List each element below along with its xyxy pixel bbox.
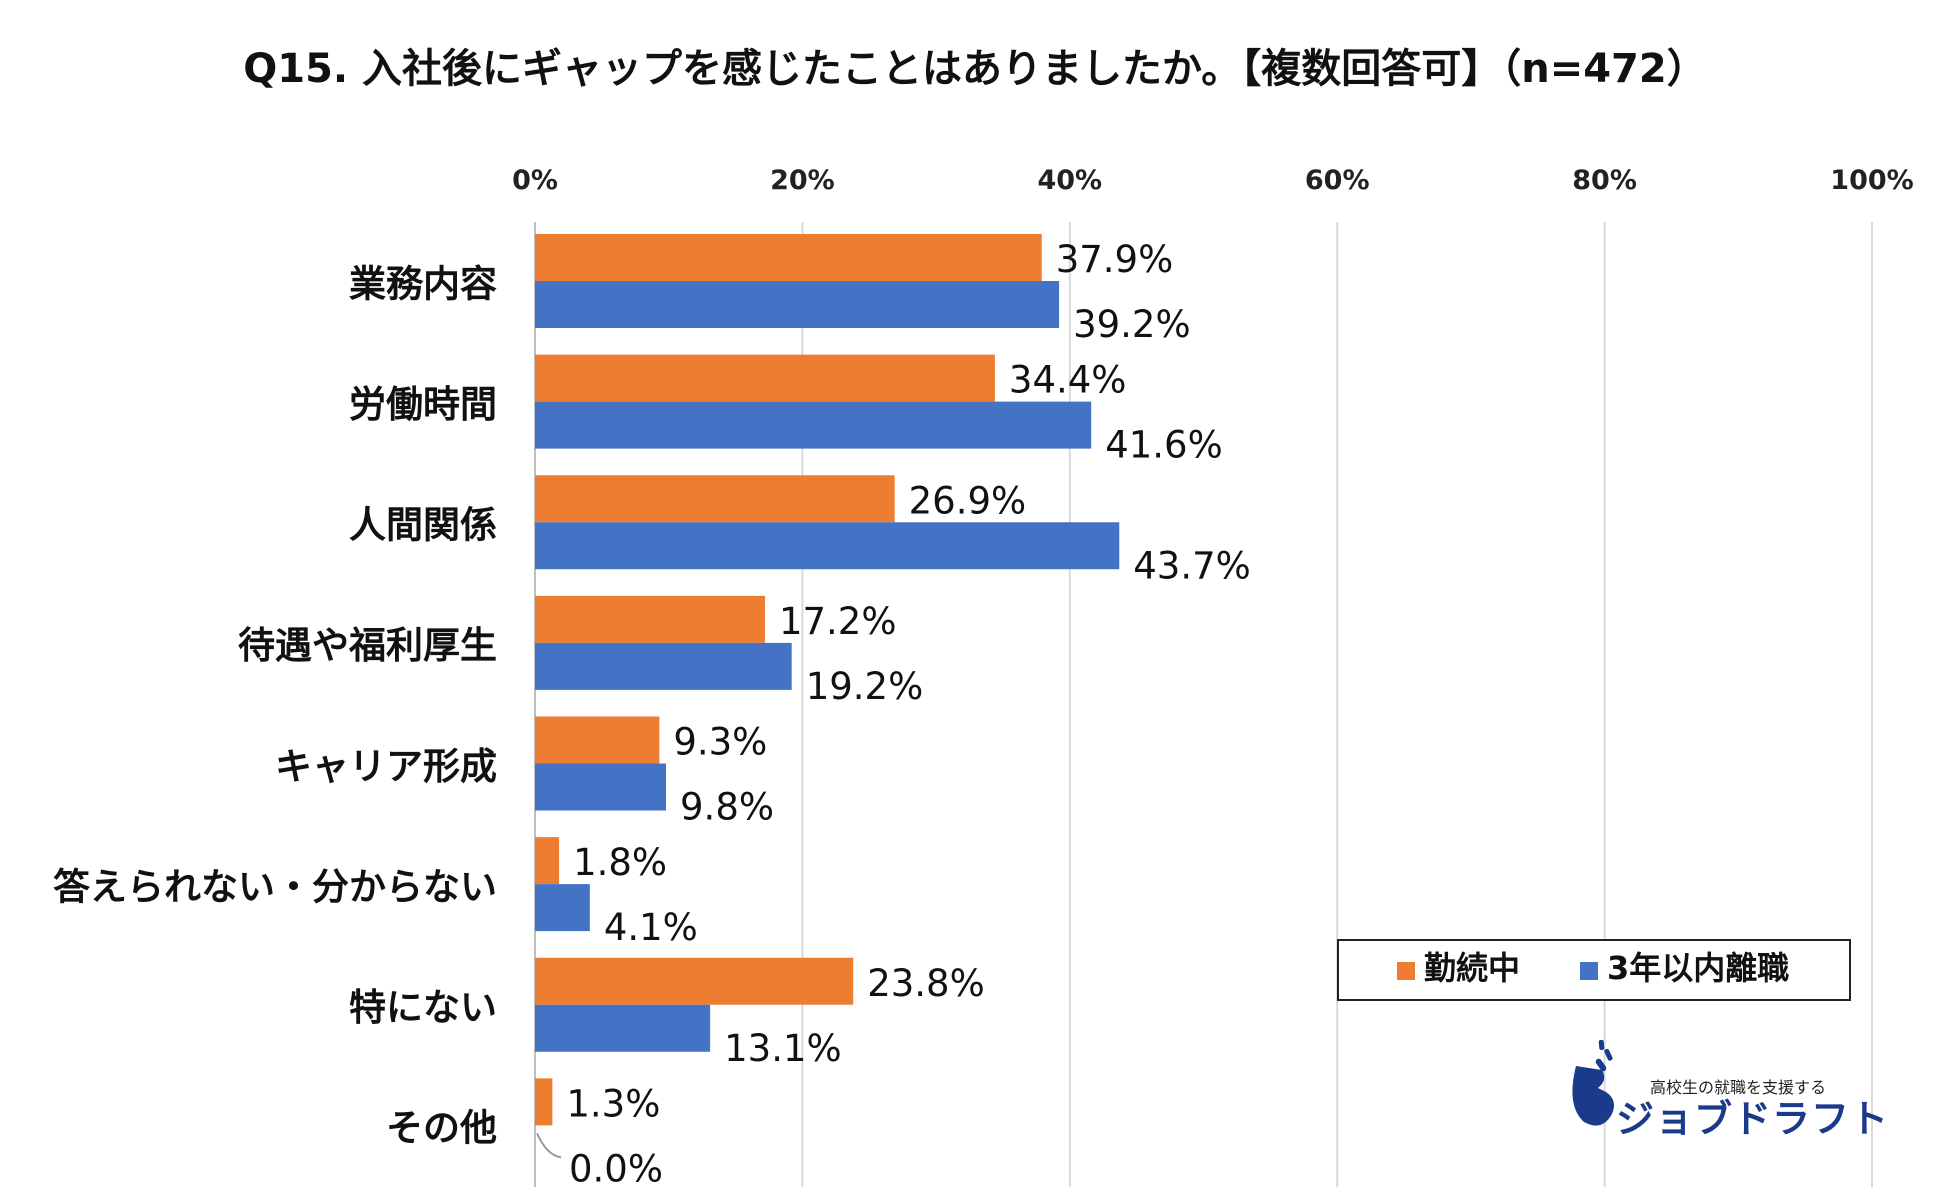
data-label: 1.3% xyxy=(566,1082,660,1125)
data-label: 19.2% xyxy=(806,665,924,708)
data-label: 26.9% xyxy=(909,479,1027,522)
x-axis-ticks: 0% 20% 40% 60% 80% 100% xyxy=(512,165,1914,196)
data-label: 41.6% xyxy=(1105,424,1223,467)
category-label: 労働時間 xyxy=(349,383,497,426)
bar-current xyxy=(535,475,895,523)
bar-left xyxy=(535,1004,711,1052)
data-label: 0.0% xyxy=(569,1147,663,1190)
category-label: キャリア形成 xyxy=(275,745,497,788)
bar-current xyxy=(535,957,854,1005)
data-label: 37.9% xyxy=(1056,238,1174,281)
bar-current xyxy=(535,234,1042,281)
x-tick-label: 80% xyxy=(1572,165,1637,196)
jobdraft-logo: 高校生の就職を支援する ジョブドラフト xyxy=(1572,1039,1889,1141)
x-tick-label: 20% xyxy=(770,165,835,196)
data-label: 4.1% xyxy=(604,906,698,949)
data-label: 43.7% xyxy=(1133,544,1251,587)
category-labels: 業務内容労働時間人間関係待遇や福利厚生キャリア形成答えられない・分からない特にな… xyxy=(53,262,497,1149)
bar-left xyxy=(535,763,667,811)
data-label: 23.8% xyxy=(867,962,985,1005)
bars xyxy=(535,234,1120,1159)
bar-left xyxy=(535,281,1060,328)
data-labels: 37.9% 39.2% 34.4% 41.6% 26.9% 43.7% 17.2% 19.2%… xyxy=(566,238,1250,1190)
bar-current xyxy=(535,354,995,402)
bar-current xyxy=(535,837,560,885)
category-label: 業務内容 xyxy=(349,262,497,305)
bar-current xyxy=(535,716,660,764)
data-label: 9.8% xyxy=(680,786,774,829)
bar-left xyxy=(535,642,792,690)
category-label: 答えられない・分からない xyxy=(53,865,497,908)
logo-name: ジョブドラフト xyxy=(1616,1097,1889,1141)
data-label: 13.1% xyxy=(724,1027,842,1070)
x-tick-label: 0% xyxy=(512,165,558,196)
bar-left xyxy=(535,884,590,932)
legend-label-1: 3年以内離職 xyxy=(1607,949,1789,987)
data-label: 1.8% xyxy=(573,841,667,884)
bar-left xyxy=(535,401,1092,449)
category-label: 特にない xyxy=(349,986,497,1029)
data-label: 17.2% xyxy=(779,600,897,643)
legend-swatch-1 xyxy=(1580,962,1598,980)
data-label: 9.3% xyxy=(673,721,767,764)
data-label: 39.2% xyxy=(1073,303,1191,346)
legend-swatch-0 xyxy=(1397,962,1415,980)
bar-left xyxy=(535,522,1120,570)
x-tick-label: 100% xyxy=(1830,165,1913,196)
x-tick-label: 40% xyxy=(1037,165,1102,196)
data-label: 34.4% xyxy=(1009,359,1127,402)
chart-title: Q15. 入社後にギャップを感じたことはありましたか。【複数回答可】（n=472… xyxy=(243,46,1706,92)
category-label: 待遇や福利厚生 xyxy=(238,624,497,667)
legend: 勤続中 3年以内離職 xyxy=(1337,939,1851,1001)
zero-leader-line xyxy=(536,1132,562,1159)
bar-current xyxy=(535,1078,553,1126)
bar-current xyxy=(535,595,765,643)
legend-label-0: 勤続中 xyxy=(1424,949,1520,987)
category-label: その他 xyxy=(386,1107,497,1150)
logo-tagline: 高校生の就職を支援する xyxy=(1650,1078,1826,1097)
x-tick-label: 60% xyxy=(1305,165,1370,196)
category-label: 人間関係 xyxy=(349,504,497,547)
logo-mark-icon xyxy=(1572,1039,1614,1126)
